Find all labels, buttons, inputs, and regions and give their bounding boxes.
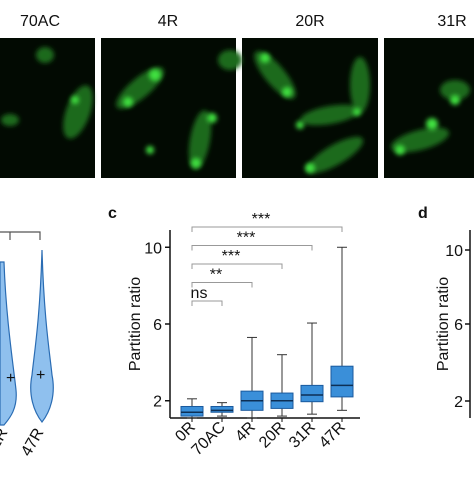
box	[210, 405, 234, 413]
svg-text:+: +	[6, 370, 15, 387]
panel-letter: c	[108, 205, 117, 222]
significance-label: ns	[191, 285, 208, 302]
micrographs	[0, 38, 474, 178]
y-tick-label: 10	[144, 240, 162, 257]
panel-label: 4R	[158, 13, 178, 30]
svg-text:+: +	[36, 367, 45, 384]
significance-bracket	[191, 282, 253, 288]
y-tick-label: 2	[153, 394, 162, 411]
significance-bracket	[191, 245, 313, 251]
panel-letter: d	[418, 205, 428, 222]
significance-bracket	[191, 300, 223, 306]
y-tick-label: 6	[454, 317, 463, 334]
y-tick-label: 6	[153, 317, 162, 334]
significance-label: ***	[222, 248, 241, 265]
box	[300, 384, 324, 403]
panel-label: 70AC	[20, 13, 60, 30]
box	[180, 405, 204, 417]
panel-label: 31R	[437, 13, 466, 30]
significance-label: **	[210, 267, 222, 284]
box	[330, 365, 354, 398]
significance-label: ***	[237, 230, 256, 247]
y-tick-label: 10	[445, 243, 463, 260]
x-tick-label: 31R	[0, 426, 11, 460]
panel-b: + +	[0, 231, 54, 426]
x-tick-label: 70AC	[189, 419, 229, 459]
y-tick-label: 2	[454, 394, 463, 411]
y-axis-label: Partition ratio	[127, 277, 144, 371]
x-tick-label: 20R	[256, 419, 289, 452]
x-tick-label: 47R	[18, 426, 47, 460]
significance-bracket	[191, 226, 343, 232]
x-tick-label: 31R	[286, 419, 319, 452]
y-axis-label: Partition ratio	[435, 277, 452, 371]
significance-bracket	[191, 263, 283, 269]
x-tick-label: 47R	[316, 419, 349, 452]
x-tick-label: 4R	[232, 419, 258, 445]
significance-label: ***	[252, 211, 271, 228]
panel-label: 20R	[295, 13, 324, 30]
